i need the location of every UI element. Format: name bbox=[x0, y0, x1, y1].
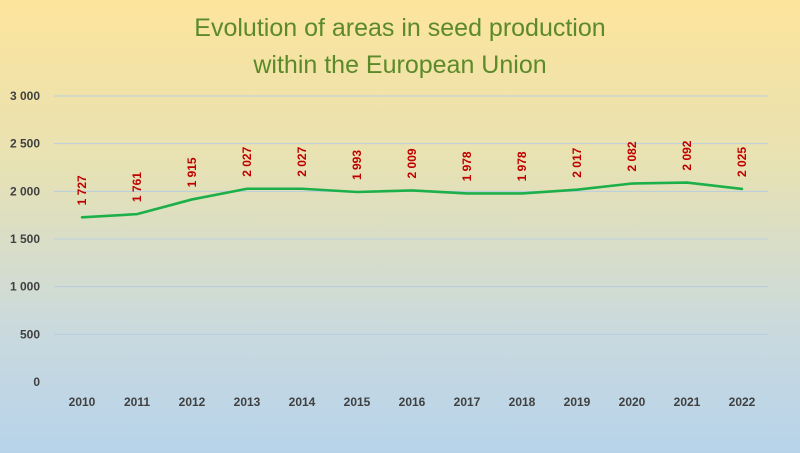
series-line bbox=[80, 181, 744, 219]
x-tick-label: 2017 bbox=[454, 395, 481, 409]
data-label: 1 761 bbox=[130, 172, 144, 202]
x-tick-label: 2013 bbox=[234, 395, 261, 409]
x-tick-label: 2022 bbox=[729, 395, 756, 409]
data-labels: 1 727 1 761 1 915 2 027 2 027 1 993 2 009 1 978… bbox=[75, 140, 749, 205]
x-tick-label: 2021 bbox=[674, 395, 701, 409]
chart-subtitle: within the European Union bbox=[252, 51, 546, 79]
y-tick-label: 3 000 bbox=[10, 89, 40, 103]
data-label: 1 978 bbox=[460, 151, 474, 181]
y-tick-label: 2 500 bbox=[10, 137, 40, 151]
x-tick-label: 2019 bbox=[564, 395, 591, 409]
chart-title: Evolution of areas in seed production bbox=[194, 14, 605, 42]
x-axis-tick-labels: 2010 2011 2012 2013 2014 2015 2016 2017 2018 2019… bbox=[69, 395, 756, 409]
y-tick-label: 0 bbox=[33, 375, 40, 389]
x-tick-label: 2018 bbox=[509, 395, 536, 409]
data-label: 2 009 bbox=[405, 148, 419, 178]
data-label: 1 727 bbox=[75, 175, 89, 205]
data-label: 1 993 bbox=[350, 150, 364, 180]
x-tick-label: 2011 bbox=[124, 395, 150, 409]
x-tick-label: 2016 bbox=[399, 395, 426, 409]
data-label: 2 082 bbox=[625, 141, 639, 171]
x-tick-label: 2012 bbox=[179, 395, 206, 409]
x-tick-label: 2020 bbox=[619, 395, 646, 409]
series-layer bbox=[80, 181, 744, 219]
data-label: 2 092 bbox=[680, 140, 694, 170]
y-tick-label: 1 000 bbox=[10, 280, 40, 294]
x-tick-label: 2014 bbox=[289, 395, 316, 409]
y-axis-tick-labels: 0 500 1 000 1 500 2 000 2 500 3 000 bbox=[10, 89, 40, 389]
y-tick-label: 2 000 bbox=[10, 184, 40, 198]
data-label: 2 027 bbox=[295, 146, 309, 176]
gridlines bbox=[54, 95, 768, 335]
data-label: 2 017 bbox=[570, 147, 584, 177]
data-label: 2 025 bbox=[735, 147, 749, 177]
x-tick-label: 2010 bbox=[69, 395, 96, 409]
data-label: 1 915 bbox=[185, 157, 199, 187]
data-label: 2 027 bbox=[240, 146, 254, 176]
data-label: 1 978 bbox=[515, 151, 529, 181]
y-tick-label: 1 500 bbox=[10, 232, 40, 246]
y-tick-label: 500 bbox=[20, 327, 40, 341]
x-tick-label: 2015 bbox=[344, 395, 371, 409]
